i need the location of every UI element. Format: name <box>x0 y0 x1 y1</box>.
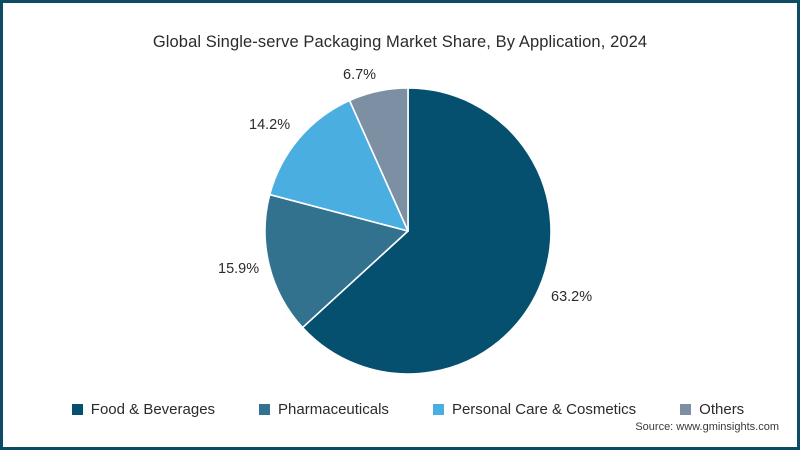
legend-item-personal-care-cosmetics[interactable]: Personal Care & Cosmetics <box>432 400 637 418</box>
pie-slice-others[interactable] <box>348 87 409 232</box>
pie-chart-svg <box>264 87 552 375</box>
legend-swatch-icon <box>680 403 692 415</box>
chart-legend: Food & Beverages Pharmaceuticals Persona… <box>3 396 797 422</box>
pie-slice-group <box>264 87 552 375</box>
legend-swatch-icon <box>259 403 271 415</box>
pie-slice-pharmaceuticals[interactable] <box>264 193 409 329</box>
legend-swatch-icon <box>432 403 444 415</box>
legend-item-others[interactable]: Others <box>680 402 744 417</box>
legend-swatch-icon <box>71 403 83 415</box>
legend-item-label: Others <box>699 400 745 418</box>
pie-slice-personal-care-and-cosmetics[interactable] <box>268 99 409 232</box>
legend-item-pharmaceuticals[interactable]: Pharmaceuticals <box>259 402 389 417</box>
pie-slice-food-and-beverages[interactable] <box>301 87 552 375</box>
legend-item-label: Personal Care & Cosmetics <box>451 400 637 418</box>
legend-item-label: Pharmaceuticals <box>278 400 389 418</box>
legend-item-food-beverages[interactable]: Food & Beverages <box>71 400 216 418</box>
legend-item-label: Food & Beverages <box>90 400 216 418</box>
chart-title: Global Single-serve Packaging Market Sha… <box>152 33 648 51</box>
source-attribution: Source: www.gminsights.com <box>635 421 779 433</box>
